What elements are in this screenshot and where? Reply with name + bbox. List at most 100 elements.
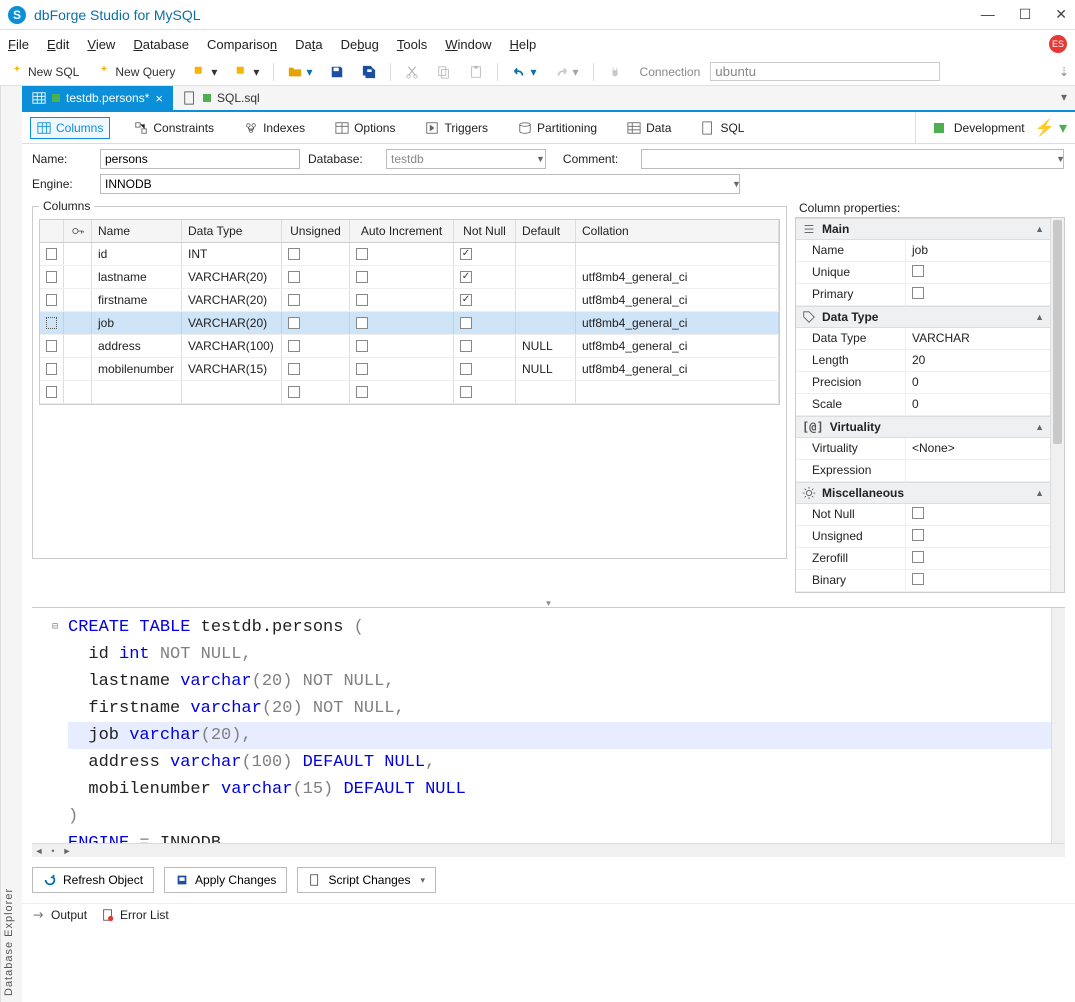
horizontal-splitter[interactable]: ▾: [22, 599, 1075, 607]
menu-view[interactable]: View: [87, 37, 115, 52]
checkbox[interactable]: [912, 573, 924, 585]
database-select[interactable]: [386, 149, 546, 169]
status-dot-icon: [52, 94, 60, 102]
save-button[interactable]: [326, 63, 348, 81]
prop-row[interactable]: Unsigned: [796, 526, 1050, 548]
tabs-overflow[interactable]: ▾: [1053, 86, 1075, 110]
menu-window[interactable]: Window: [445, 37, 491, 52]
connection-plug-icon[interactable]: ⚡ ▾: [1035, 118, 1067, 138]
checkbox[interactable]: [912, 507, 924, 519]
toolbar-overflow[interactable]: ⇣: [1059, 65, 1069, 79]
sparkle-icon: [97, 65, 111, 79]
close-button[interactable]: ✕: [1055, 6, 1067, 23]
output-tab[interactable]: Output: [32, 908, 87, 922]
prop-row[interactable]: Namejob: [796, 240, 1050, 262]
cut-button[interactable]: [401, 63, 423, 81]
prop-group-datatype[interactable]: Data Type▲: [796, 306, 1050, 328]
paste-button[interactable]: [465, 63, 487, 81]
toolbar-dropdown-2[interactable]: ▾: [231, 63, 263, 81]
col-header-unsigned[interactable]: Unsigned: [282, 220, 350, 242]
col-header-name[interactable]: Name: [92, 220, 182, 242]
save-all-icon: [362, 65, 376, 79]
sql-editor[interactable]: ⊟ CREATE TABLE testdb.persons ( id int N…: [32, 607, 1065, 843]
checkbox[interactable]: [912, 287, 924, 299]
menu-file[interactable]: File: [8, 37, 29, 52]
engine-select[interactable]: [100, 174, 740, 194]
col-header-default[interactable]: Default: [516, 220, 576, 242]
copy-button[interactable]: [433, 63, 455, 81]
prop-row[interactable]: Primary: [796, 284, 1050, 306]
redo-button[interactable]: ▾: [551, 63, 583, 81]
subtab-columns[interactable]: Columns: [30, 117, 110, 139]
prop-row[interactable]: Unique: [796, 262, 1050, 284]
menu-data[interactable]: Data: [295, 37, 322, 52]
sql-code[interactable]: CREATE TABLE testdb.persons ( id int NOT…: [62, 608, 1051, 843]
menu-comparison[interactable]: Comparison: [207, 37, 277, 52]
checkbox[interactable]: [912, 551, 924, 563]
col-header-notnull[interactable]: Not Null: [454, 220, 516, 242]
prop-row[interactable]: Binary: [796, 570, 1050, 592]
prop-row[interactable]: Not Null: [796, 504, 1050, 526]
subtab-data[interactable]: Data: [621, 118, 677, 138]
table-row[interactable]: idINT: [40, 243, 779, 266]
checkbox[interactable]: [912, 265, 924, 277]
connect-button[interactable]: [604, 63, 626, 81]
prop-row[interactable]: Scale0: [796, 394, 1050, 416]
subtab-constraints[interactable]: Constraints: [128, 118, 220, 138]
name-input[interactable]: [100, 149, 300, 169]
prop-group-main[interactable]: Main▲: [796, 218, 1050, 240]
new-query-button[interactable]: New Query: [93, 63, 179, 81]
table-row[interactable]: jobVARCHAR(20)utf8mb4_general_ci: [40, 312, 779, 335]
prop-row[interactable]: Data TypeVARCHAR: [796, 328, 1050, 350]
prop-row[interactable]: Precision0: [796, 372, 1050, 394]
menu-debug[interactable]: Debug: [341, 37, 379, 52]
checkbox[interactable]: [912, 529, 924, 541]
connection-input[interactable]: [710, 62, 940, 81]
minimize-button[interactable]: —: [981, 6, 995, 23]
save-all-button[interactable]: [358, 63, 380, 81]
apply-changes-button[interactable]: Apply Changes: [164, 867, 287, 893]
es-badge-icon: ES: [1049, 35, 1067, 53]
maximize-button[interactable]: ☐: [1019, 6, 1032, 23]
subtab-triggers[interactable]: Triggers: [419, 118, 494, 138]
properties-scrollbar[interactable]: [1050, 218, 1064, 592]
subtab-options[interactable]: Options: [329, 118, 401, 138]
menu-database[interactable]: Database: [133, 37, 189, 52]
new-sql-button[interactable]: New SQL: [6, 63, 83, 81]
col-header-autoinc[interactable]: Auto Increment: [350, 220, 454, 242]
table-row[interactable]: addressVARCHAR(100)NULLutf8mb4_general_c…: [40, 335, 779, 358]
table-row-new[interactable]: [40, 381, 779, 404]
tab-testdb-persons[interactable]: testdb.persons* ×: [22, 86, 173, 110]
col-header-collation[interactable]: Collation: [576, 220, 779, 242]
subtab-indexes[interactable]: Indexes: [238, 118, 311, 138]
script-changes-button[interactable]: Script Changes▾: [297, 867, 436, 893]
tab-sql-sql[interactable]: SQL.sql: [173, 86, 270, 110]
col-header-datatype[interactable]: Data Type: [182, 220, 282, 242]
undo-button[interactable]: ▾: [508, 63, 540, 81]
tab-close-icon[interactable]: ×: [155, 91, 163, 106]
refresh-object-button[interactable]: Refresh Object: [32, 867, 154, 893]
subtab-sql[interactable]: SQL: [695, 118, 750, 138]
database-explorer-rail[interactable]: Database Explorer: [0, 86, 22, 1002]
toolbar-dropdown-1[interactable]: ▾: [189, 63, 221, 81]
prop-row[interactable]: Length20: [796, 350, 1050, 372]
prop-row[interactable]: Virtuality<None>: [796, 438, 1050, 460]
error-list-tab[interactable]: Error List: [101, 908, 169, 922]
menu-tools[interactable]: Tools: [397, 37, 427, 52]
table-row[interactable]: firstnameVARCHAR(20)utf8mb4_general_ci: [40, 289, 779, 312]
menu-help[interactable]: Help: [510, 37, 537, 52]
prop-group-virtuality[interactable]: [@]Virtuality▲: [796, 416, 1050, 438]
subtab-partitioning[interactable]: Partitioning: [512, 118, 603, 138]
sql-vertical-scrollbar[interactable]: [1051, 608, 1065, 843]
columns-grid[interactable]: Name Data Type Unsigned Auto Increment N…: [39, 219, 780, 405]
prop-group-misc[interactable]: Miscellaneous▲: [796, 482, 1050, 504]
table-row[interactable]: lastnameVARCHAR(20)utf8mb4_general_ci: [40, 266, 779, 289]
sql-horizontal-scrollbar[interactable]: ◄•►: [32, 843, 1065, 857]
menu-edit[interactable]: Edit: [47, 37, 69, 52]
open-button[interactable]: ▾: [284, 63, 316, 81]
table-row[interactable]: mobilenumberVARCHAR(15)NULLutf8mb4_gener…: [40, 358, 779, 381]
prop-row[interactable]: Zerofill: [796, 548, 1050, 570]
comment-input[interactable]: [641, 149, 1064, 169]
prop-row[interactable]: Expression: [796, 460, 1050, 482]
window-title: dbForge Studio for MySQL: [34, 7, 201, 23]
